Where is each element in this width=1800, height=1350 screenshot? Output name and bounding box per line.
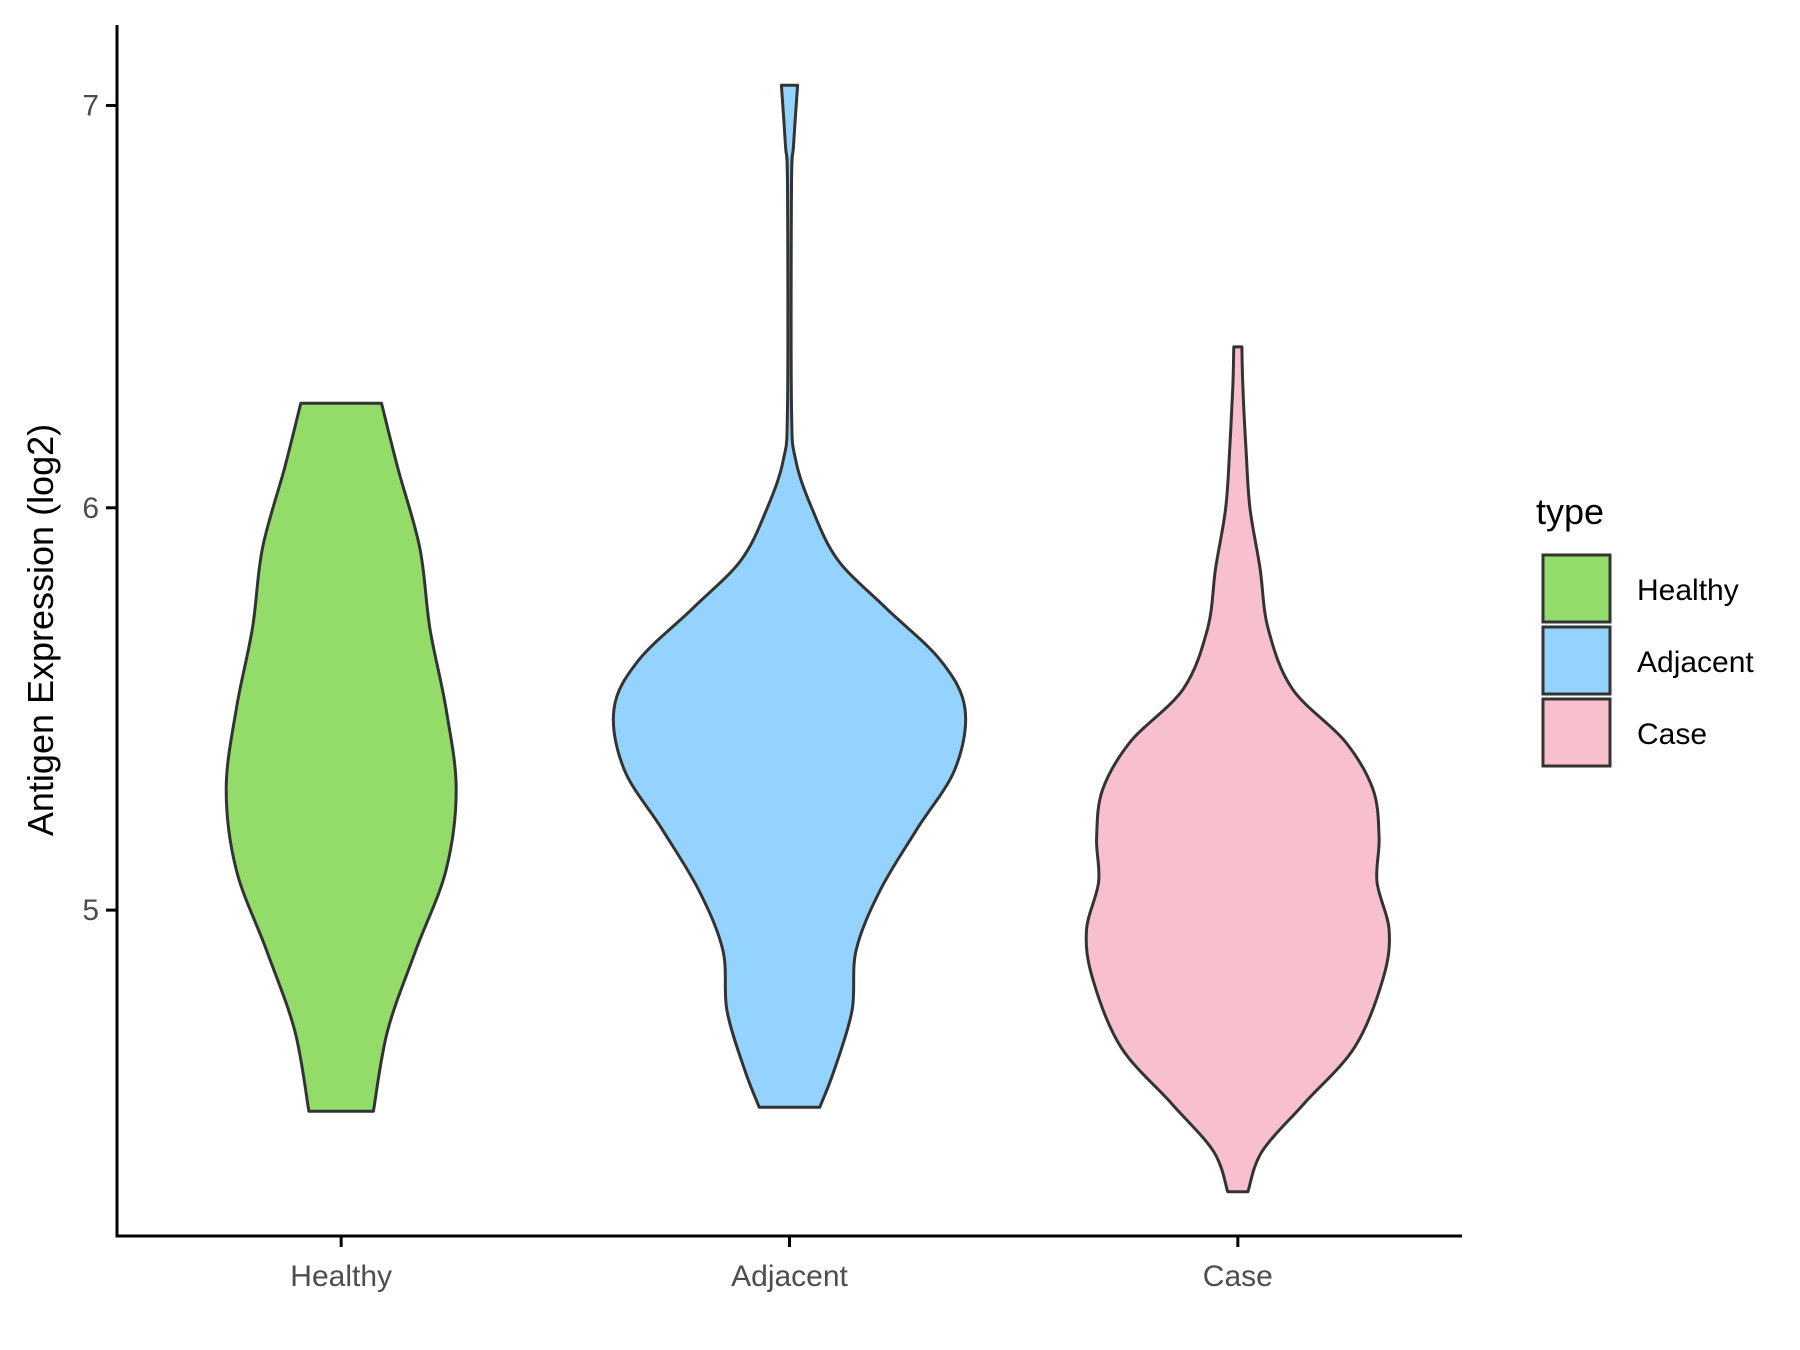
legend-swatch-case: [1541, 697, 1612, 768]
violin-layer: [224, 83, 1391, 1194]
x-tick-label: Adjacent: [731, 1260, 848, 1293]
violin-adjacent: [611, 83, 968, 1109]
y-axis: 5 6 7: [82, 25, 119, 1236]
violin-healthy: [224, 401, 458, 1113]
legend-label-adjacent: Adjacent: [1637, 646, 1754, 679]
legend-swatch-healthy: [1541, 553, 1612, 624]
legend-label-healthy: Healthy: [1637, 574, 1739, 607]
x-tick-label: Healthy: [290, 1260, 392, 1293]
legend: type Healthy Adjacent Case: [1536, 491, 1754, 768]
x-axis: Healthy Adjacent Case: [115, 1234, 1462, 1293]
y-tick-label: 7: [82, 89, 99, 122]
violin-case: [1084, 345, 1391, 1194]
y-tick-label: 6: [82, 492, 99, 525]
y-tick-label: 5: [82, 894, 99, 927]
legend-label-case: Case: [1637, 718, 1707, 751]
y-axis-title: Antigen Expression (log2): [20, 424, 61, 836]
legend-swatch-adjacent: [1541, 625, 1612, 696]
legend-title: type: [1536, 491, 1604, 532]
x-tick-label: Case: [1203, 1260, 1273, 1293]
